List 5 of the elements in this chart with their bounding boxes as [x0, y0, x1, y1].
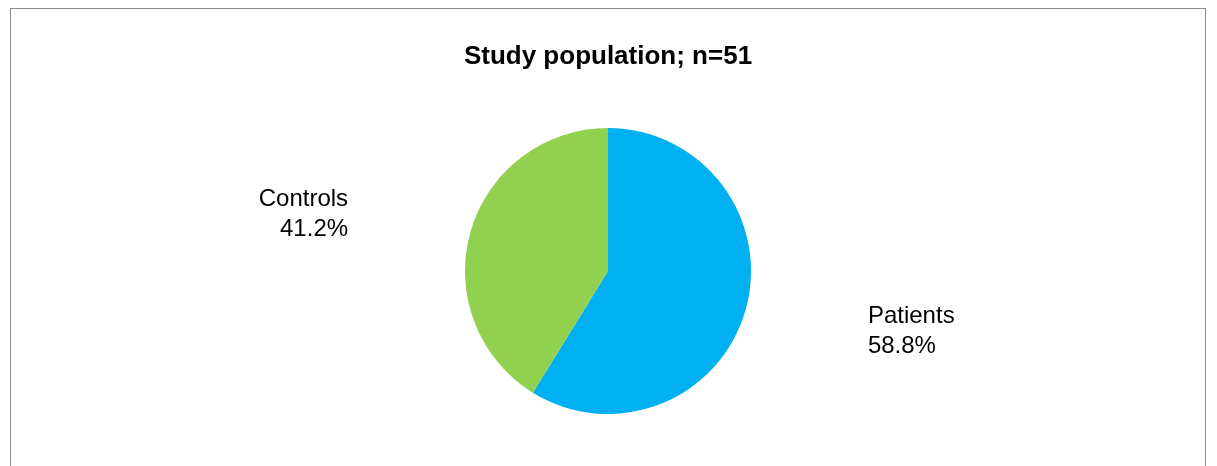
- data-label: 58.8%: [867, 330, 936, 358]
- slice-label: Controls: [258, 184, 349, 212]
- chart-title: Study population; n=51: [463, 40, 753, 70]
- slice-label: Patients: [867, 300, 955, 328]
- data-label: 41.2%: [280, 214, 349, 242]
